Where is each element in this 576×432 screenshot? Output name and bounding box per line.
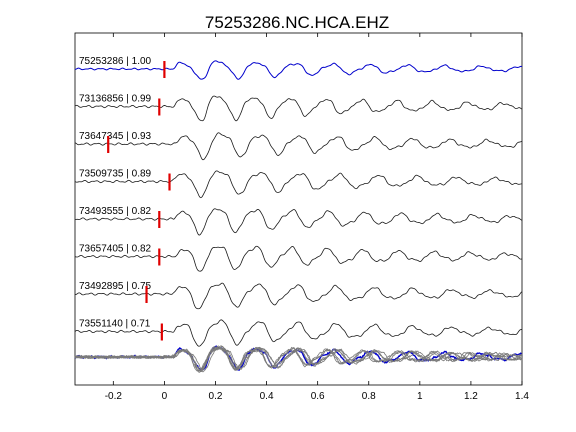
trace-line [74, 95, 523, 122]
trace-line [74, 245, 523, 272]
trace-73647345: 73647345 | 0.93 [74, 131, 523, 161]
stack-trace-73509735 [74, 346, 523, 373]
trace-line [74, 60, 523, 80]
x-tick-label: 1.4 [515, 391, 529, 402]
plot-frame [74, 32, 523, 386]
trace-line [74, 282, 523, 310]
stack-trace-73551140 [74, 345, 523, 372]
trace-label: 73492895 | 0.75 [79, 281, 152, 292]
trace-label: 73509735 | 0.89 [79, 169, 152, 180]
chart-title: 75253286.NC.HCA.EHZ [205, 13, 389, 32]
trace-label: 73136856 | 0.99 [79, 94, 152, 105]
x-axis: -0.2 0 0.2 0.4 0.6 0.8 1 1.2 1.4 [105, 33, 529, 402]
trace-73509735: 73509735 | 0.89 [74, 169, 522, 199]
trace-73657405: 73657405 | 0.82 [74, 244, 523, 272]
trace-73136856: 73136856 | 0.99 [74, 94, 523, 122]
stack-panel [74, 345, 523, 373]
x-tick-label: 1.2 [464, 391, 478, 402]
x-tick-label: 0.2 [209, 391, 223, 402]
trace-73493555: 73493555 | 0.82 [74, 206, 523, 236]
trace-label: 73551140 | 0.71 [79, 319, 151, 330]
x-tick-label: 1 [417, 391, 423, 402]
trace-label: 73493555 | 0.82 [79, 206, 152, 217]
x-tick-label: -0.2 [105, 391, 123, 402]
trace-75253286: 75253286 | 1.00 [74, 56, 523, 80]
stack-trace-73657405 [74, 346, 523, 372]
x-tick-label: 0.4 [260, 391, 274, 402]
trace-line [74, 132, 523, 161]
trace-label: 73647345 | 0.93 [79, 131, 152, 142]
trace-line [74, 170, 522, 199]
trace-73492895: 73492895 | 0.75 [74, 281, 523, 310]
trace-label: 73657405 | 0.82 [79, 244, 152, 255]
x-tick-label: 0 [162, 391, 168, 402]
trace-label: 75253286 | 1.00 [79, 56, 152, 67]
trace-73551140: 73551140 | 0.71 [74, 319, 523, 347]
x-tick-label: 0.6 [311, 391, 325, 402]
traces-layer: 75253286 | 1.00 73136856 | 0.99 73647345 |… [74, 56, 523, 347]
trace-line [74, 208, 523, 236]
trace-line [74, 319, 523, 347]
x-tick-label: 0.8 [362, 391, 376, 402]
